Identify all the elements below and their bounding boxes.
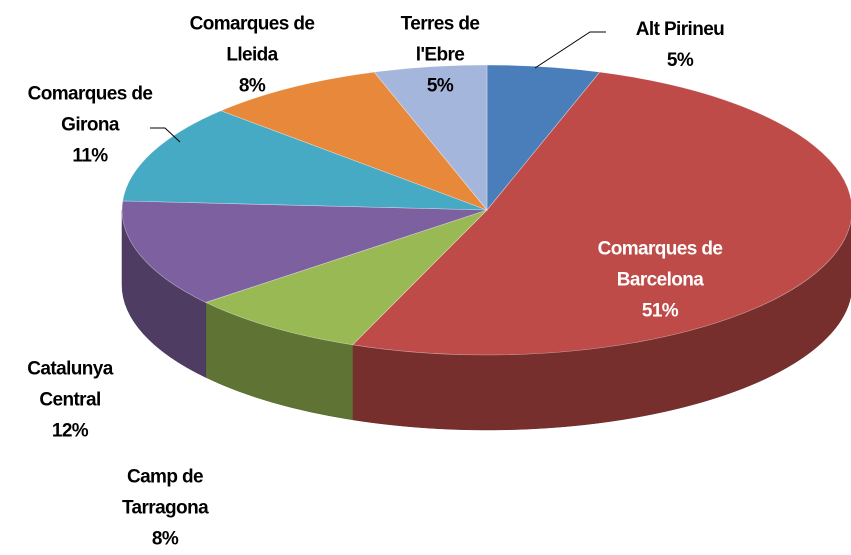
category-label: Catalunya Central: [27, 358, 113, 411]
slice: [204, 209, 488, 346]
category-label: Alt Pirineu: [635, 19, 725, 40]
slice-label: Camp de Tarragona 8%: [105, 462, 225, 555]
slice-label: Terres de l'Ebre 5%: [390, 9, 490, 102]
value-label: 5%: [666, 50, 694, 71]
slice-label: Comarques de Barcelona 51%: [585, 234, 735, 327]
slice: [121, 200, 488, 303]
slice-label: Catalunya Central 12%: [10, 354, 130, 447]
value-label: 12%: [51, 420, 89, 442]
slice: [352, 71, 851, 356]
category-label: Comarques de Girona: [27, 83, 153, 136]
slice-label: Comarques de Girona 11%: [15, 79, 165, 172]
value-label: 8%: [151, 528, 179, 550]
category-label: Terres de l'Ebre: [400, 13, 480, 66]
leader-line: [534, 31, 606, 69]
slice: [220, 71, 488, 211]
slice-label: Alt Pirineu 5%: [605, 14, 755, 76]
slice: [373, 64, 488, 211]
value-label: 11%: [72, 145, 108, 167]
category-label: Camp de Tarragona: [121, 466, 209, 519]
slice-label: Comarques de Lleida 8%: [177, 9, 327, 102]
leader-line: [150, 127, 181, 143]
category-label: Comarques de Barcelona: [597, 238, 723, 291]
slice: [122, 110, 488, 211]
value-label: 51%: [641, 300, 679, 322]
category-label: Comarques de Lleida: [189, 13, 315, 66]
value-label: 8%: [238, 75, 266, 97]
value-label: 5%: [426, 75, 454, 97]
